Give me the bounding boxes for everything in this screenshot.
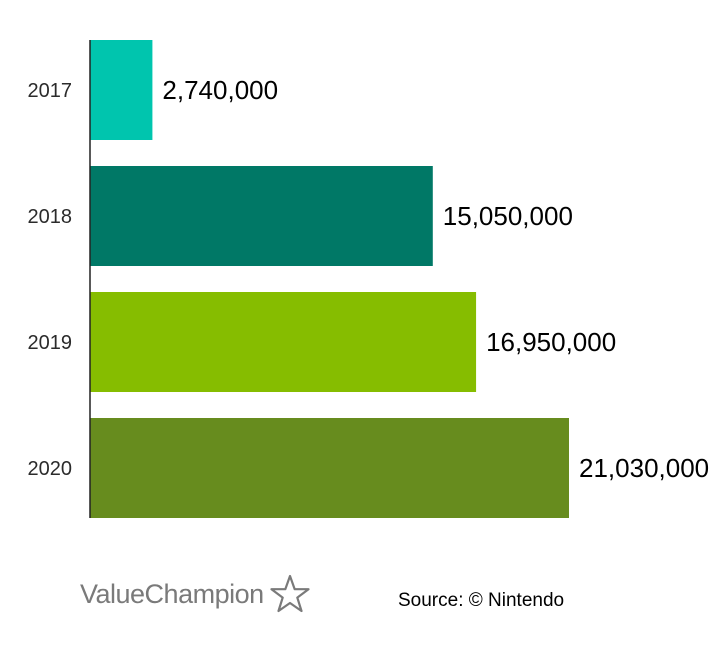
source-note: Source: © Nintendo <box>398 590 565 611</box>
bar-2019 <box>90 292 477 392</box>
value-label-2020: 21,030,000 <box>579 453 709 483</box>
labels-layer: 2017 2,740,000 2018 15,050,000 2019 16,950,00… <box>28 75 710 483</box>
bar-2020 <box>90 418 569 518</box>
brand-logo: ValueChampion <box>80 574 310 614</box>
y-tick-label-2019: 2019 <box>28 332 73 354</box>
star-outline-icon <box>270 574 310 613</box>
brand-name: ValueChampion <box>80 578 264 609</box>
value-label-2017: 2,740,000 <box>162 75 278 105</box>
value-label-2019: 16,950,000 <box>486 327 616 357</box>
bars-layer <box>90 40 569 518</box>
bar-2017 <box>90 40 153 140</box>
bar-2018 <box>90 166 433 266</box>
footer: ValueChampion Source: © Nintendo <box>0 560 714 668</box>
value-label-2018: 15,050,000 <box>443 201 573 231</box>
y-tick-label-2020: 2020 <box>28 458 73 480</box>
y-tick-label-2018: 2018 <box>28 206 73 228</box>
y-tick-label-2017: 2017 <box>28 80 73 102</box>
bar-chart: 2017 2,740,000 2018 15,050,000 2019 16,950,00… <box>28 40 710 518</box>
